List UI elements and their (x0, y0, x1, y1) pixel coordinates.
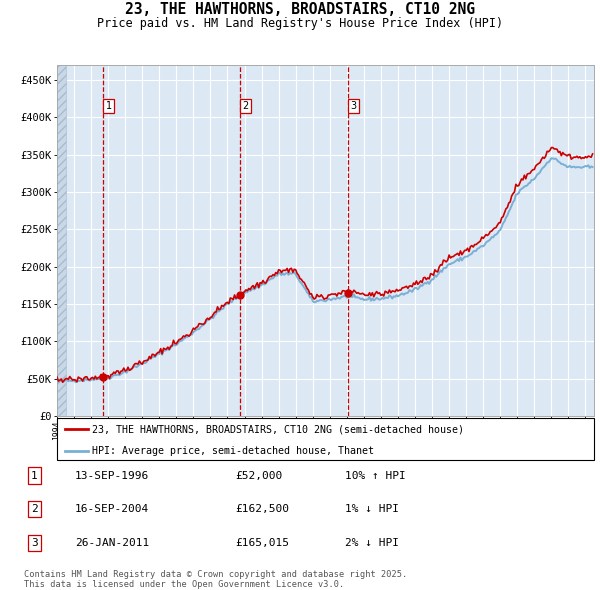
Text: 10% ↑ HPI: 10% ↑ HPI (346, 470, 406, 480)
Text: 26-JAN-2011: 26-JAN-2011 (75, 537, 149, 548)
Text: 2% ↓ HPI: 2% ↓ HPI (346, 537, 400, 548)
Text: 1% ↓ HPI: 1% ↓ HPI (346, 504, 400, 514)
FancyBboxPatch shape (57, 418, 594, 460)
Text: 2: 2 (31, 504, 38, 514)
Text: 13-SEP-1996: 13-SEP-1996 (75, 470, 149, 480)
Text: 3: 3 (31, 537, 38, 548)
Text: £52,000: £52,000 (235, 470, 283, 480)
Text: Contains HM Land Registry data © Crown copyright and database right 2025.
This d: Contains HM Land Registry data © Crown c… (24, 570, 407, 589)
Text: 3: 3 (350, 101, 356, 111)
Text: Price paid vs. HM Land Registry's House Price Index (HPI): Price paid vs. HM Land Registry's House … (97, 17, 503, 30)
Text: 23, THE HAWTHORNS, BROADSTAIRS, CT10 2NG (semi-detached house): 23, THE HAWTHORNS, BROADSTAIRS, CT10 2NG… (92, 424, 464, 434)
Text: 16-SEP-2004: 16-SEP-2004 (75, 504, 149, 514)
Text: £165,015: £165,015 (235, 537, 290, 548)
Text: 23, THE HAWTHORNS, BROADSTAIRS, CT10 2NG: 23, THE HAWTHORNS, BROADSTAIRS, CT10 2NG (125, 2, 475, 17)
Text: 2: 2 (242, 101, 248, 111)
Text: HPI: Average price, semi-detached house, Thanet: HPI: Average price, semi-detached house,… (92, 446, 374, 456)
Text: £162,500: £162,500 (235, 504, 290, 514)
Text: 1: 1 (106, 101, 112, 111)
Text: 1: 1 (31, 470, 38, 480)
